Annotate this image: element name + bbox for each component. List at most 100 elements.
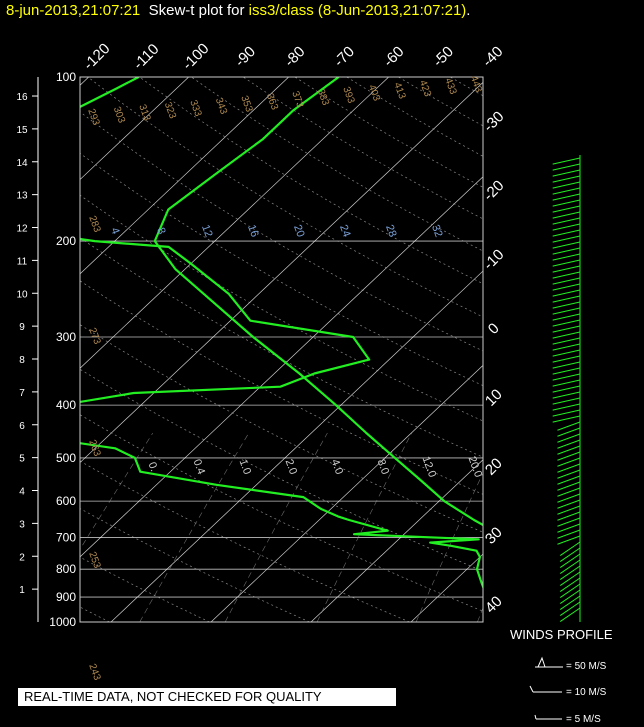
isotherm-line: [80, 81, 483, 464]
mixing-ratio-lower-label: 2.0: [283, 458, 300, 476]
pressure-tick-label: 600: [56, 494, 76, 508]
isotherm-line: [410, 553, 483, 622]
dry-adiabat-label: 353: [238, 94, 254, 114]
wind-barb: [557, 457, 581, 467]
pressure-tick-label: 500: [56, 451, 76, 465]
dry-adiabat-label: 363: [264, 92, 280, 112]
right-temp-tick-label: 40: [482, 593, 506, 617]
wind-barb: [557, 433, 581, 443]
height-tick-label: 13: [16, 191, 28, 202]
top-temp-tick-label: -80: [281, 43, 308, 70]
isotherm-line: [80, 77, 389, 369]
isotherm-line: [80, 176, 483, 558]
title-dataset: iss3/class (8-Jun-2013,21:07:21): [248, 2, 467, 19]
pressure-tick-label: 900: [56, 590, 76, 604]
dry-adiabat-line: [80, 280, 483, 495]
dry-adiabat-line: [80, 111, 483, 352]
quality-notice: REAL-TIME DATA, NOT CHECKED FOR QUALITY: [18, 688, 396, 706]
wind-barb: [559, 583, 581, 598]
dry-adiabat-label: 413: [391, 81, 407, 101]
height-tick-label: 15: [16, 125, 28, 136]
isotherm-line: [80, 77, 189, 181]
mixing-ratio-label: 8: [154, 226, 167, 236]
height-tick-label: 3: [19, 519, 25, 530]
wind-legend-barb-icon: [529, 685, 562, 693]
pressure-tick-label: 700: [56, 531, 76, 545]
wind-barb: [552, 325, 581, 333]
height-tick-label: 2: [19, 552, 25, 563]
wind-barb: [552, 307, 581, 315]
wind-barb: [552, 397, 581, 405]
wind-barb: [552, 295, 581, 303]
wind-barb: [552, 283, 581, 291]
wind-barb: [552, 265, 581, 273]
pressure-tick-label: 400: [56, 398, 76, 412]
wind-barb: [552, 403, 581, 411]
wind-barb: [552, 355, 581, 363]
wind-barb: [557, 445, 581, 455]
wind-barb: [557, 421, 581, 431]
wind-barb: [552, 175, 581, 183]
wind-barb: [552, 391, 581, 399]
dry-adiabat-line: [80, 508, 310, 622]
wind-barb: [552, 193, 581, 201]
pressure-tick-label: 800: [56, 562, 76, 576]
wind-barb: [552, 199, 581, 207]
top-temp-tick-label: -120: [80, 40, 113, 73]
wind-barb: [557, 505, 581, 515]
wind-barb: [552, 211, 581, 219]
wind-legend-pennant-icon: [535, 656, 563, 668]
mixing-ratio-label: 12: [199, 223, 214, 239]
height-tick-label: 6: [19, 421, 25, 432]
dry-adiabat-line: [80, 237, 483, 458]
pressure-tick-label: 1000: [49, 615, 76, 629]
wind-barb: [557, 451, 581, 461]
lower-adiabat-label: 263: [86, 438, 102, 458]
wind-barb: [552, 205, 581, 213]
pressure-tick-label: 200: [56, 234, 76, 248]
mixing-ratio-lower-label: 12.0: [420, 455, 439, 479]
isotherm-line: [110, 270, 483, 622]
wind-barb: [552, 229, 581, 237]
right-temp-tick-label: 10: [482, 386, 506, 410]
mixing-ratio-lower-label: 20.0: [466, 455, 485, 479]
wind-barb: [559, 565, 581, 580]
height-tick-label: 10: [16, 289, 28, 300]
right-temp-tick-label: -20: [480, 177, 507, 204]
dry-adiabat-label: 393: [340, 85, 356, 105]
title-label: Skew-t plot for: [148, 2, 245, 19]
right-temp-tick-label: 20: [482, 455, 506, 479]
plot-frame: [79, 76, 484, 623]
isotherm-line: [310, 459, 483, 622]
temperature-profile-line: [153, 77, 483, 527]
wind-barb: [552, 331, 581, 339]
wind-barb: [552, 181, 581, 189]
mixing-ratio-line: [316, 432, 412, 622]
mixing-ratio-label: 4: [108, 226, 121, 236]
wind-barb: [557, 481, 581, 491]
wind-barb: [552, 217, 581, 225]
mixing-ratio-lower-label: 1.0: [237, 458, 254, 476]
wind-barb: [552, 169, 581, 177]
wind-barb: [559, 559, 581, 574]
dry-adiabat-line: [80, 152, 483, 387]
dry-adiabat-label: 303: [111, 105, 127, 125]
wind-barb: [552, 415, 581, 423]
lower-adiabat-label: 283: [86, 214, 102, 234]
dry-adiabat-label: 383: [315, 88, 331, 108]
dry-adiabat-label: 313: [136, 103, 152, 123]
wind-barb: [552, 235, 581, 243]
wind-legend-50: = 50 M/S: [566, 661, 607, 672]
wind-legend-half-barb-icon: [534, 714, 562, 720]
lower-adiabat-label: 253: [86, 550, 102, 570]
mixing-ratio-lower-label: 8.0: [375, 458, 392, 476]
wind-barb: [552, 157, 581, 165]
top-temp-tick-label: -70: [331, 43, 358, 70]
lower-adiabat-label: 243: [86, 662, 102, 682]
right-temp-tick-label: 30: [482, 524, 506, 548]
dry-adiabat-label: 343: [213, 96, 229, 116]
height-tick-label: 4: [19, 487, 25, 498]
wind-legend-5: = 5 M/S: [566, 714, 601, 725]
dry-adiabat-label: 403: [366, 83, 382, 103]
dry-adiabat-line: [502, 77, 644, 622]
